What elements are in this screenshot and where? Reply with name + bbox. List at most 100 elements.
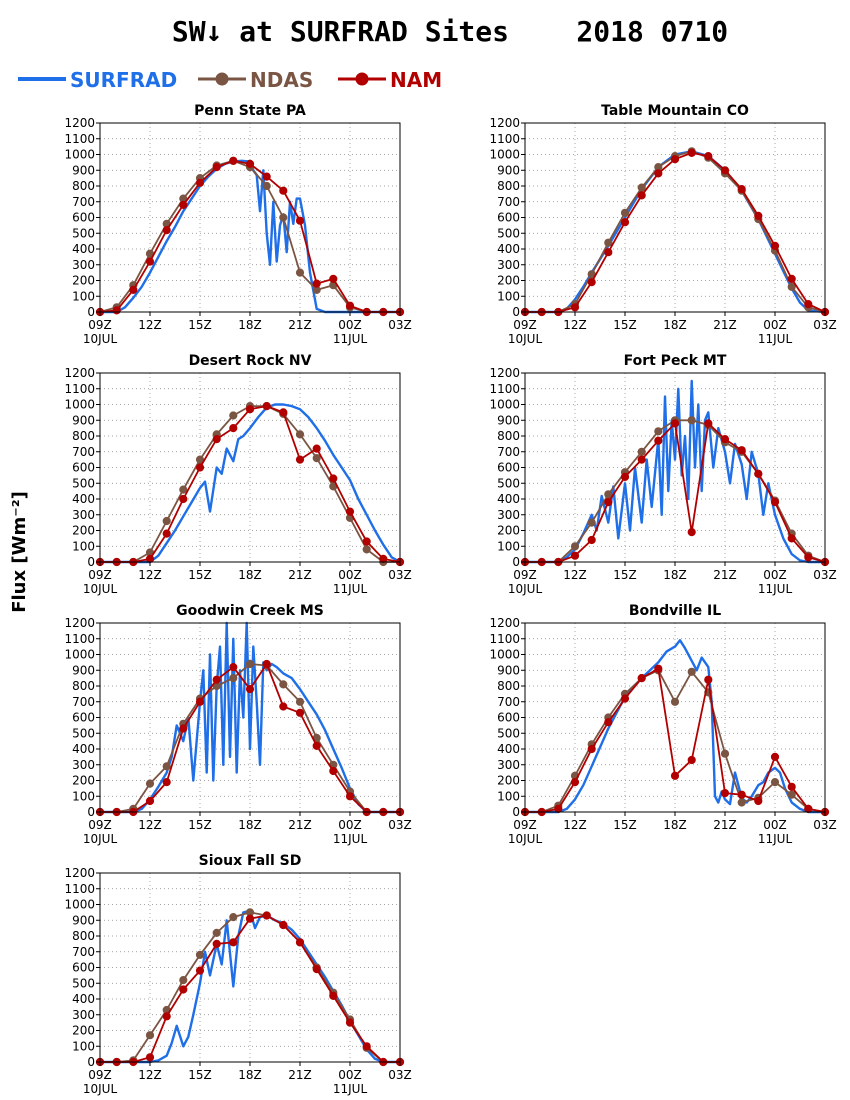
data-point-ndas: [229, 913, 238, 922]
data-point-nam: [754, 211, 763, 220]
data-point-nam: [162, 226, 171, 235]
data-point-nam: [587, 535, 596, 545]
x-tick-label: 12Z: [138, 818, 162, 832]
data-point-nam: [312, 741, 321, 751]
x-tick-label: 03Z: [813, 568, 837, 582]
data-point-nam: [720, 435, 730, 444]
x-tick-label: 21Z: [713, 818, 737, 832]
y-tick-label: 1200: [489, 366, 520, 380]
y-tick-label: 1100: [489, 132, 520, 146]
data-point-nam: [570, 303, 580, 312]
y-tick-label: 700: [72, 445, 95, 459]
data-point-nam: [654, 436, 663, 445]
panel-sioux-fall-sd: Sioux Fall SD010020030040050060070080090…: [64, 853, 411, 1096]
data-point-nam: [195, 966, 205, 975]
y-tick-label: 1000: [64, 148, 95, 162]
panel-table-mountain-co: Table Mountain CO01002003004005006007008…: [489, 103, 836, 346]
x-tick-label: 12Z: [563, 568, 587, 582]
x-tick-label: 03Z: [388, 818, 412, 832]
y-tick-label: 300: [72, 1008, 95, 1022]
y-tick-label: 400: [72, 742, 95, 756]
x-tick-label: 15Z: [613, 818, 637, 832]
x-tick-label: 15Z: [188, 1068, 212, 1082]
data-point-nam: [687, 528, 696, 537]
x-tick-label: 21Z: [713, 568, 737, 582]
y-tick-label: 600: [497, 461, 520, 475]
panel-title: Desert Rock NV: [189, 353, 312, 369]
x-tick-label: 03Z: [388, 318, 412, 332]
x-tick-label: 21Z: [288, 1068, 312, 1082]
y-tick-label: 1100: [489, 382, 520, 396]
data-point-ndas: [620, 208, 630, 217]
data-point-nam: [362, 1042, 371, 1051]
panel-fort-peck-mt: Fort Peck MT0100200300400500600700800900…: [489, 353, 836, 596]
y-tick-label: 300: [72, 258, 95, 272]
y-tick-label: 800: [497, 179, 520, 193]
y-tick-label: 300: [497, 758, 520, 772]
x-tick-label: 15Z: [613, 318, 637, 332]
y-tick-label: 600: [72, 711, 95, 725]
data-point-nam: [620, 694, 630, 703]
panel-desert-rock-nv: Desert Rock NV01002003004005006007008009…: [64, 353, 411, 596]
data-point-ndas: [229, 411, 238, 420]
data-point-nam: [229, 156, 238, 165]
data-point-nam: [145, 257, 155, 266]
data-point-nam: [620, 472, 630, 481]
data-point-ndas: [295, 268, 305, 277]
y-tick-label: 0: [512, 305, 520, 319]
data-point-nam: [162, 529, 171, 538]
x-tick-label: 09Z: [88, 818, 112, 832]
data-point-nam: [804, 300, 813, 309]
x-tick-label: 00Z: [338, 1068, 362, 1082]
data-point-nam: [162, 778, 171, 787]
data-point-nam: [770, 498, 780, 507]
y-tick-label: 700: [72, 195, 95, 209]
data-point-ndas: [245, 659, 255, 669]
y-tick-label: 800: [72, 179, 95, 193]
data-point-nam: [345, 1018, 355, 1027]
data-point-nam: [212, 163, 221, 172]
y-tick-label: 700: [72, 695, 95, 709]
data-point-ndas: [295, 697, 305, 706]
y-tick-label: 200: [72, 274, 95, 288]
panel-bondville-il: Bondville IL0100200300400500600700800900…: [489, 603, 836, 846]
data-point-ndas: [637, 183, 646, 192]
x-date-label: 11JUL: [333, 582, 368, 596]
x-date-label: 10JUL: [508, 582, 543, 596]
y-tick-label: 800: [497, 679, 520, 693]
data-point-nam: [295, 708, 305, 717]
x-tick-label: 18Z: [238, 318, 262, 332]
data-point-nam: [212, 435, 221, 444]
y-tick-label: 200: [72, 774, 95, 788]
y-tick-label: 200: [72, 524, 95, 538]
x-date-label: 10JUL: [83, 1082, 118, 1096]
legend-label-ndas: NDAS: [250, 68, 313, 92]
y-tick-label: 1000: [64, 398, 95, 412]
data-point-nam: [570, 778, 580, 787]
data-point-nam: [262, 659, 271, 669]
x-tick-label: 18Z: [663, 318, 687, 332]
data-point-ndas: [787, 282, 796, 291]
data-point-nam: [179, 985, 188, 994]
legend: SURFRAD NDAS NAM: [18, 68, 442, 92]
x-date-label: 10JUL: [508, 832, 543, 846]
y-tick-label: 400: [72, 492, 95, 506]
data-point-nam: [279, 186, 288, 195]
panel-title: Bondville IL: [629, 603, 721, 619]
y-axis-label: Flux [Wm⁻²]: [9, 491, 30, 613]
data-point-nam: [179, 200, 188, 209]
data-point-nam: [604, 498, 613, 507]
y-tick-label: 0: [512, 555, 520, 569]
data-point-nam: [229, 663, 238, 672]
panel-title: Goodwin Creek MS: [176, 603, 324, 619]
data-point-ndas: [587, 518, 596, 527]
data-point-nam: [637, 455, 646, 464]
y-tick-label: 200: [497, 524, 520, 538]
data-point-ndas: [195, 950, 205, 960]
y-tick-label: 800: [72, 429, 95, 443]
data-point-ndas: [212, 928, 221, 938]
data-point-ndas: [295, 430, 305, 439]
y-tick-label: 600: [72, 461, 95, 475]
data-point-nam: [179, 494, 188, 504]
y-tick-label: 0: [512, 805, 520, 819]
